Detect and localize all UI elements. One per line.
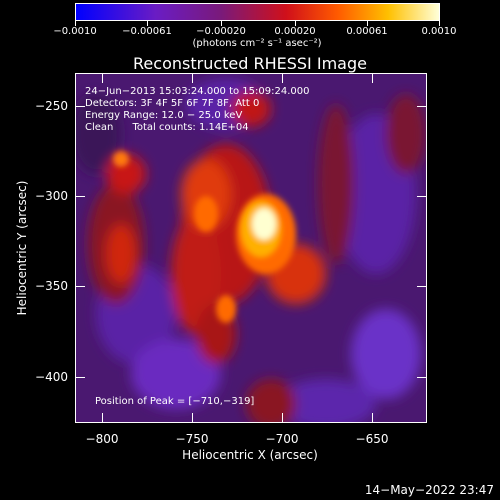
image-title: Reconstructed RHESSI Image: [133, 54, 367, 73]
energy-range-info: Energy Range: 12.0 − 25.0 keV: [85, 110, 243, 121]
colorbar-tick-label: −0.00061: [122, 26, 172, 37]
x-tick: [282, 73, 283, 83]
colorbar-tick-label: 0.00061: [346, 26, 388, 37]
y-tick-label: −300: [35, 189, 68, 203]
colorbar-units: (photons cm⁻² s⁻¹ asec⁻²): [192, 38, 322, 49]
y-tick: [75, 106, 85, 107]
y-tick: [75, 286, 85, 287]
colorbar-tick: [147, 21, 148, 26]
y-axis-label: Heliocentric Y (arcsec): [15, 180, 29, 316]
y-tick: [417, 286, 427, 287]
colorbar-tick-label: −0.0010: [53, 26, 97, 37]
y-tick: [417, 377, 427, 378]
x-tick: [192, 73, 193, 83]
colorbar-tick: [367, 21, 368, 26]
colorbar: [75, 3, 440, 21]
clean-counts-info: Clean Total counts: 1.14E+04: [85, 122, 249, 133]
colorbar-tick: [295, 21, 296, 26]
colorbar-tick-label: 0.0010: [421, 26, 457, 37]
colorbar-tick: [439, 21, 440, 26]
x-tick-label: −650: [355, 432, 389, 446]
observation-time: 24−Jun−2013 15:03:24.000 to 15:09:24.000: [85, 86, 310, 97]
colorbar-tick: [221, 21, 222, 26]
y-tick: [417, 196, 427, 197]
x-axis-label: Heliocentric X (arcsec): [182, 448, 318, 462]
timestamp: 14−May−2022 23:47: [364, 483, 494, 497]
colorbar-tick-label: −0.00020: [196, 26, 246, 37]
y-tick-label: −400: [35, 370, 68, 384]
colorbar-tick: [75, 21, 76, 26]
x-tick-label: −800: [85, 432, 119, 446]
y-tick-label: −350: [35, 279, 68, 293]
x-tick-label: −750: [175, 432, 209, 446]
x-tick: [102, 73, 103, 83]
y-tick: [75, 377, 85, 378]
rhessi-image: [76, 74, 426, 422]
y-tick: [417, 106, 427, 107]
x-tick: [372, 73, 373, 83]
x-tick-label: −700: [265, 432, 299, 446]
y-tick: [75, 196, 85, 197]
x-tick: [102, 413, 103, 423]
y-tick-label: −250: [35, 99, 68, 113]
detectors-info: Detectors: 3F 4F 5F 6F 7F 8F, Att 0: [85, 98, 260, 109]
x-tick: [192, 413, 193, 423]
x-tick: [282, 413, 283, 423]
peak-position: Position of Peak = [−710,−319]: [95, 396, 255, 407]
x-tick: [372, 413, 373, 423]
colorbar-tick-label: 0.00020: [274, 26, 316, 37]
solar-image-plot: [75, 73, 427, 423]
